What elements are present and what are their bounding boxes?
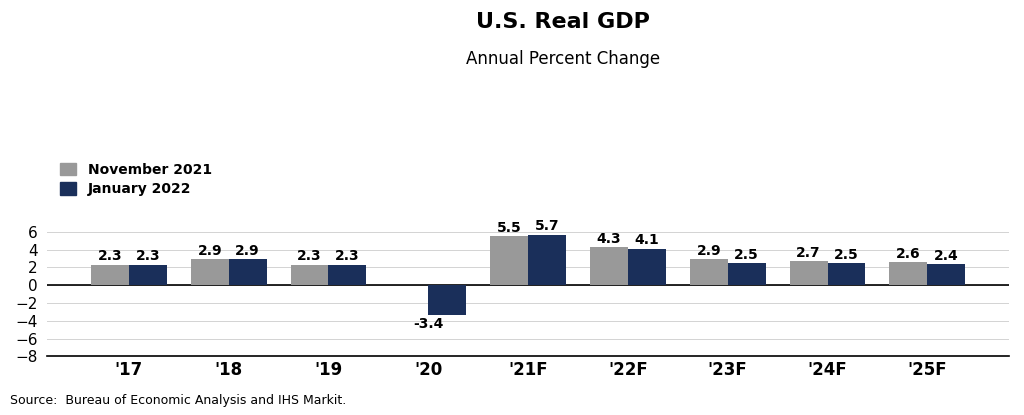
Text: U.S. Real GDP: U.S. Real GDP	[476, 12, 650, 32]
Bar	[928, 264, 966, 285]
Text: 2.3: 2.3	[97, 249, 122, 264]
Bar	[690, 259, 728, 285]
Text: 2.5: 2.5	[734, 248, 759, 262]
Bar	[129, 265, 167, 285]
Text: 4.1: 4.1	[635, 234, 659, 247]
Text: 2.9: 2.9	[236, 244, 260, 258]
Bar	[91, 265, 129, 285]
Bar	[291, 265, 329, 285]
Text: 2.9: 2.9	[696, 244, 721, 258]
Bar	[228, 259, 266, 285]
Bar	[890, 262, 928, 285]
Text: 2.3: 2.3	[297, 249, 322, 264]
Text: 4.3: 4.3	[597, 232, 622, 246]
Text: 2.9: 2.9	[198, 244, 222, 258]
Text: 2.3: 2.3	[135, 249, 160, 264]
Text: 2.3: 2.3	[335, 249, 359, 264]
Bar	[590, 247, 628, 285]
Bar	[528, 234, 566, 285]
Text: 2.6: 2.6	[896, 247, 921, 261]
Text: 2.7: 2.7	[797, 246, 821, 260]
Bar	[190, 259, 228, 285]
Bar	[827, 263, 865, 285]
Text: 2.5: 2.5	[835, 248, 859, 262]
Bar	[790, 261, 827, 285]
Text: -3.4: -3.4	[413, 317, 443, 331]
Bar	[428, 285, 466, 315]
Legend: November 2021, January 2022: November 2021, January 2022	[54, 157, 217, 202]
Text: 2.4: 2.4	[934, 249, 958, 263]
Text: 5.5: 5.5	[497, 221, 521, 235]
Text: 5.7: 5.7	[535, 219, 559, 233]
Text: Annual Percent Change: Annual Percent Change	[466, 50, 660, 68]
Bar	[728, 263, 766, 285]
Text: Source:  Bureau of Economic Analysis and IHS Markit.: Source: Bureau of Economic Analysis and …	[10, 394, 346, 407]
Bar	[490, 236, 528, 285]
Bar	[628, 249, 666, 285]
Bar	[329, 265, 367, 285]
